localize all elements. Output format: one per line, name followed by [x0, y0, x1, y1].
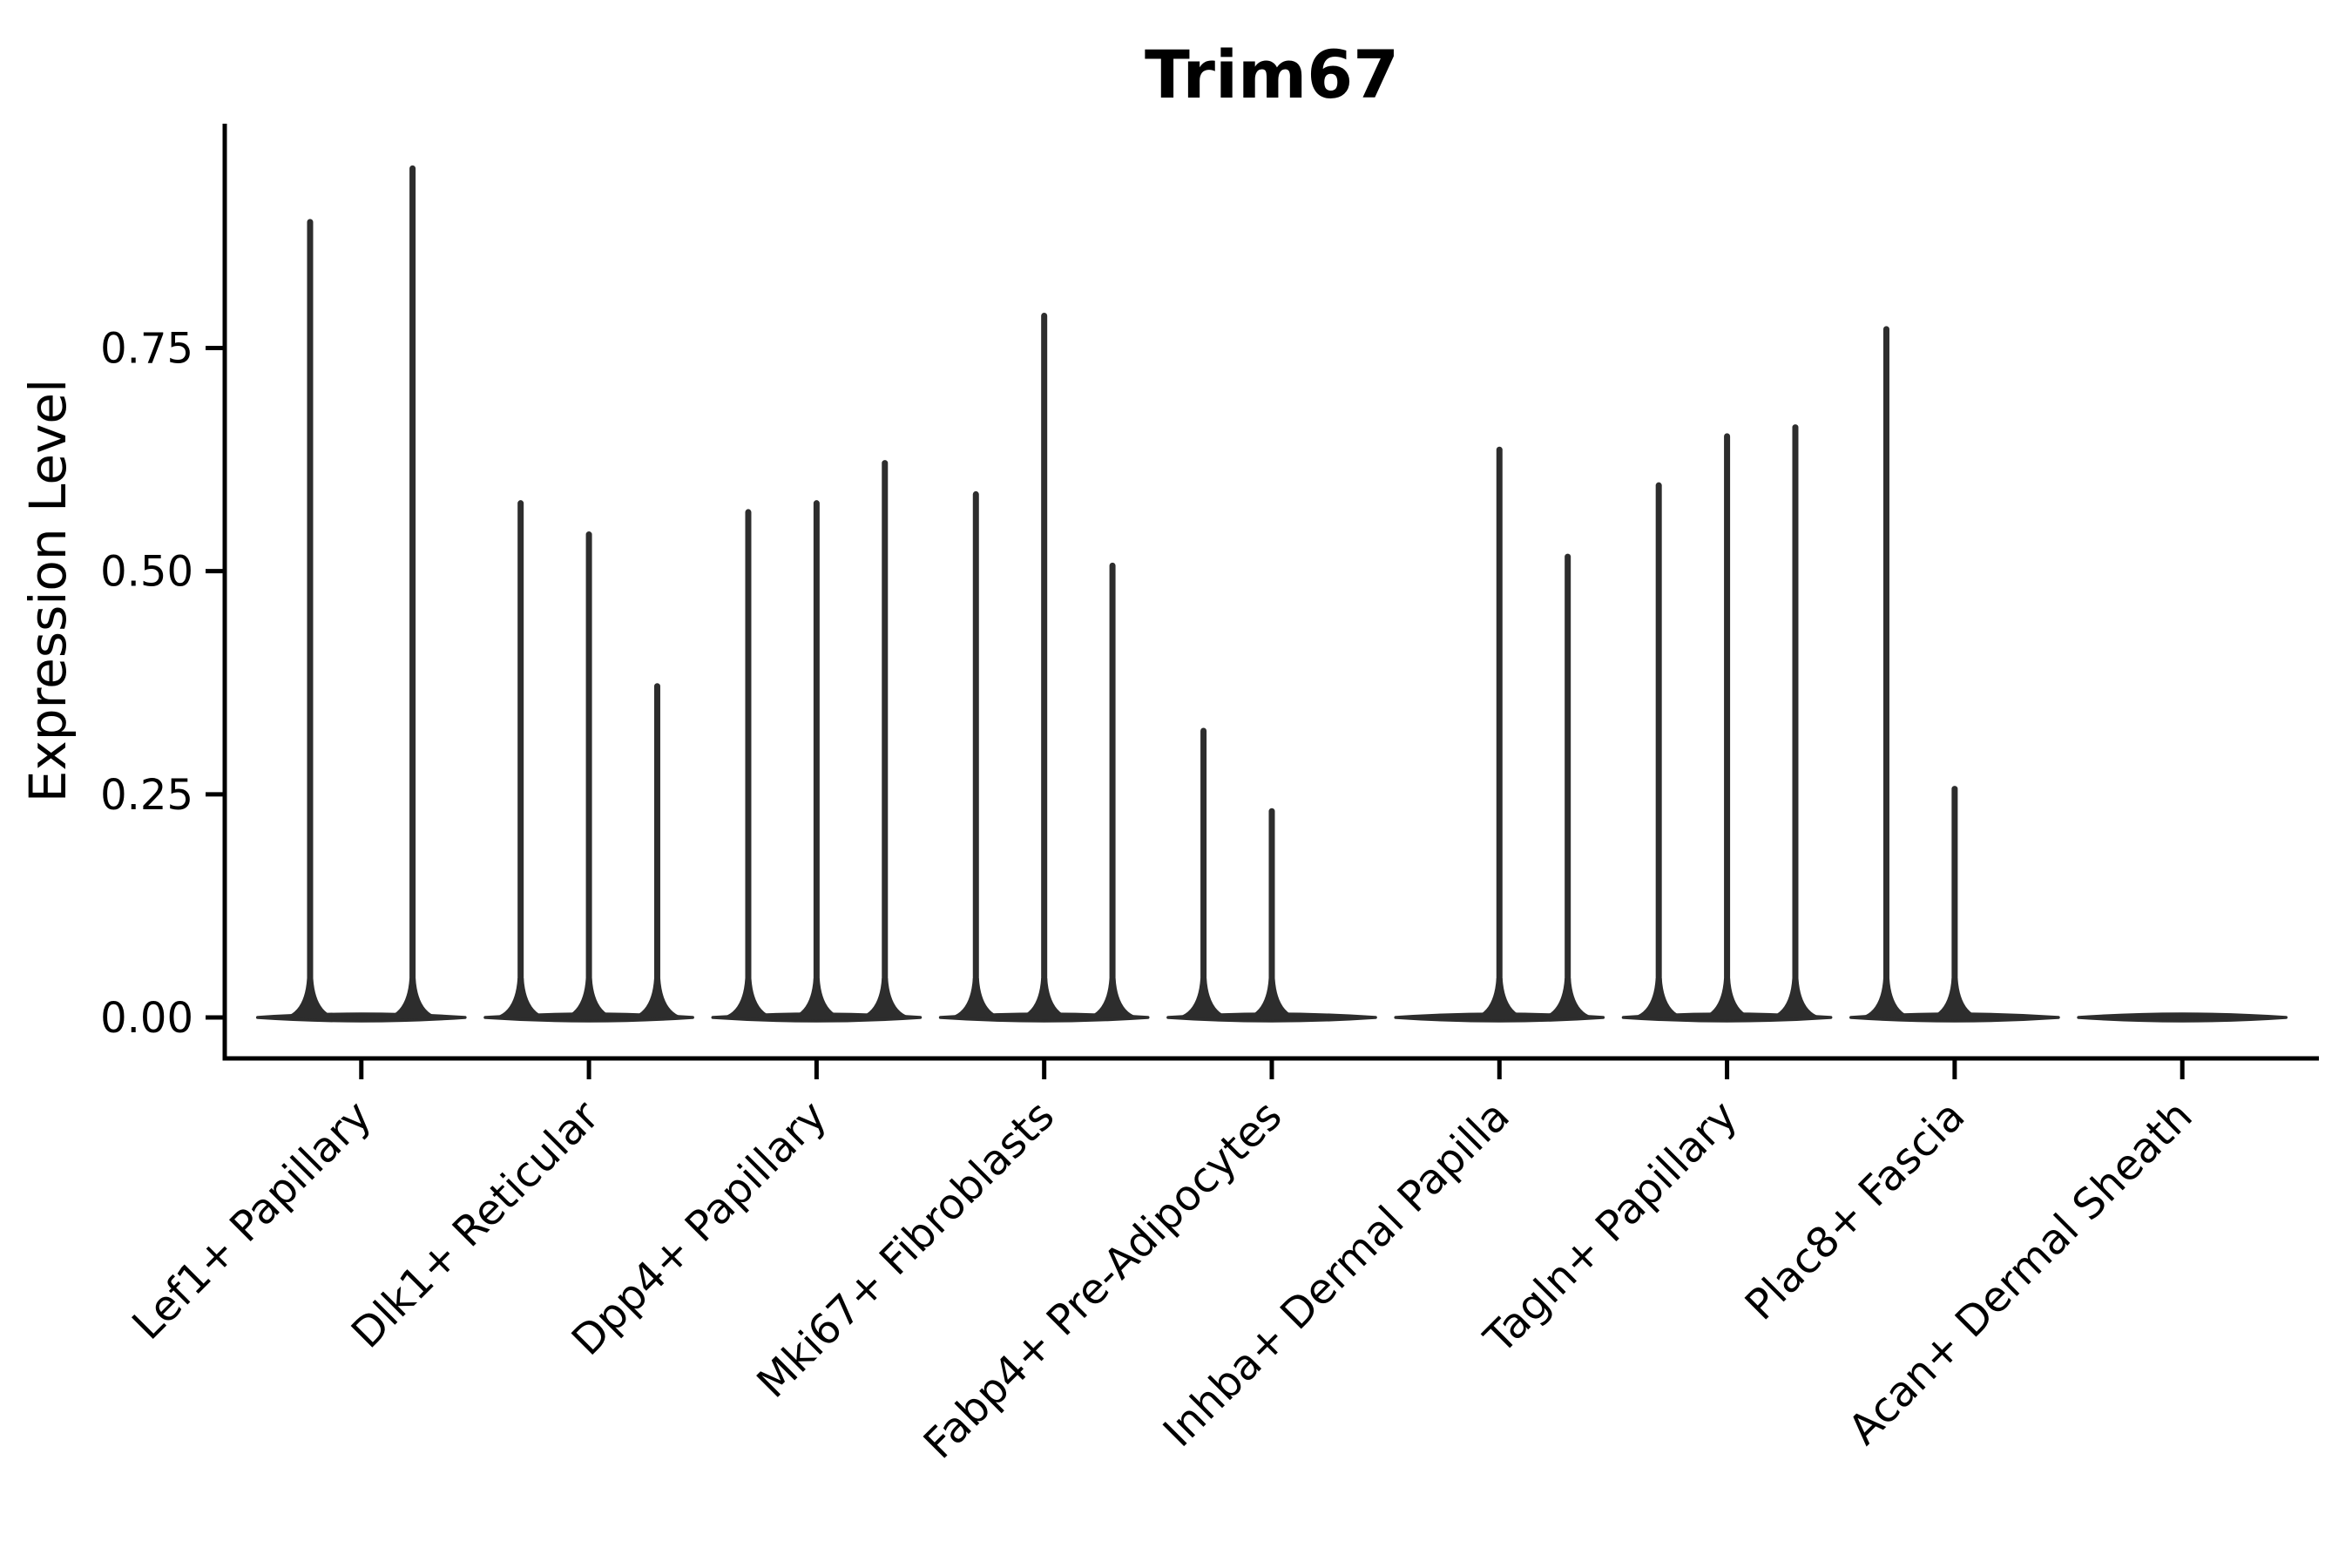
violin-base-flare — [1179, 978, 1228, 1017]
y-tick-label: 0.50 — [100, 548, 193, 597]
violin-base-flare — [285, 978, 335, 1017]
violin-group — [1166, 727, 1377, 1023]
y-tick-label: 0.25 — [100, 771, 193, 820]
violin-base-flare — [1019, 978, 1069, 1017]
violin-group — [2077, 1012, 2288, 1023]
violin-base-flare — [1247, 978, 1296, 1017]
violin-base-flare — [1930, 978, 1979, 1017]
violin-base-flare — [564, 978, 614, 1017]
violin-group — [255, 165, 467, 1023]
violin-group — [483, 500, 694, 1023]
violin-base-flare — [1702, 978, 1752, 1017]
violin-baseline — [2077, 1012, 2288, 1023]
violin-base-flare — [951, 978, 1001, 1017]
violin-base-flare — [632, 978, 682, 1017]
violin-group — [711, 460, 923, 1023]
violin-group — [1621, 424, 1833, 1023]
violins — [255, 165, 2288, 1023]
violin-base-flare — [388, 978, 437, 1017]
chart-title: Trim67 — [1145, 36, 1399, 113]
violin-base-flare — [1543, 978, 1592, 1017]
violin-base-flare — [1475, 978, 1524, 1017]
y-tick-label: 0.75 — [100, 324, 193, 373]
violin-base-flare — [1088, 978, 1138, 1017]
y-tick-label: 0.00 — [100, 994, 193, 1043]
violin-base-flare — [1770, 978, 1820, 1017]
violin-base-flare — [1862, 978, 1911, 1017]
violin-base-flare — [1634, 978, 1684, 1017]
violin-base-flare — [792, 978, 841, 1017]
violin-group — [1849, 326, 2060, 1023]
violin-base-flare — [860, 978, 909, 1017]
violin-base-flare — [496, 978, 545, 1017]
violin-group — [1394, 446, 1605, 1023]
violin-baseline — [255, 1012, 467, 1023]
violin-base-flare — [723, 978, 773, 1017]
violin-group — [938, 312, 1150, 1023]
y-axis-title: Expression Level — [18, 379, 78, 802]
